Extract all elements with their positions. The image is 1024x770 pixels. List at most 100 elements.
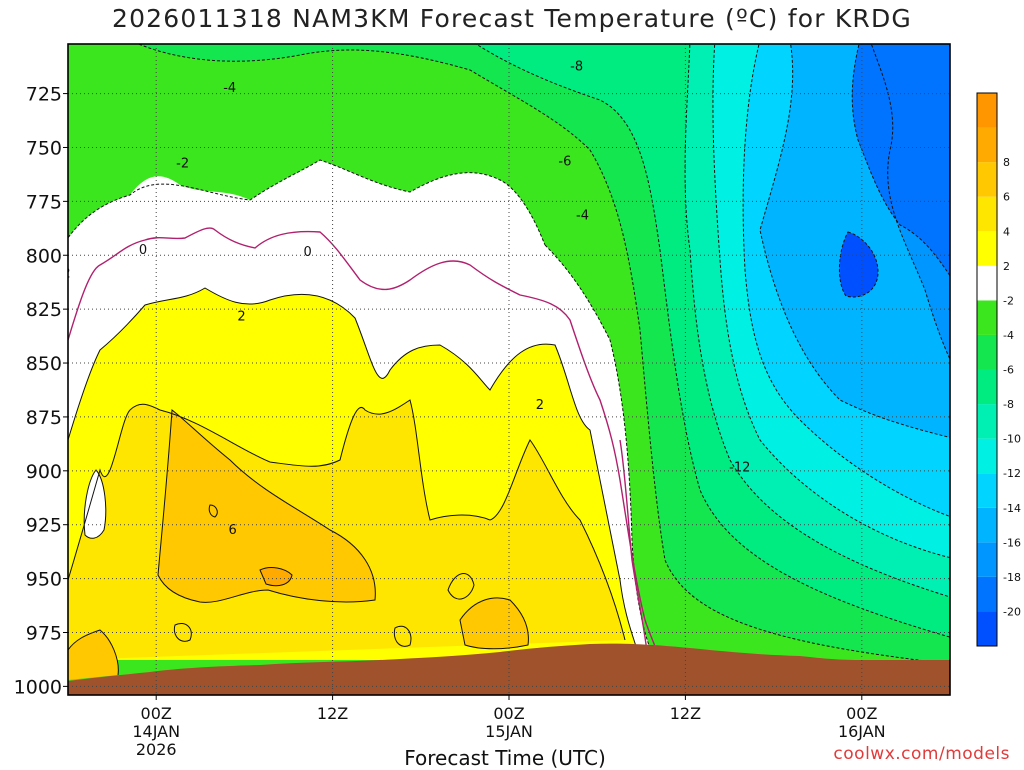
contour-line-plus-8 bbox=[259, 567, 293, 587]
y-axis: 725 750 775 800 825 850 875 900 925 950 975 1000 bbox=[14, 84, 68, 698]
grid bbox=[68, 44, 950, 695]
band-plus-6-pocket-3 bbox=[68, 630, 119, 680]
colorbar-label: -14 bbox=[1003, 502, 1021, 515]
contour-line-plus-6 bbox=[157, 409, 376, 603]
contour-line-minus-2 bbox=[544, 244, 656, 661]
band-plus-6-pocket-2 bbox=[460, 597, 529, 649]
colorbar-label: 4 bbox=[1003, 225, 1010, 238]
temperature-field: -8 -4 -2 -6 -4 0 0 2 2 2 6 -12 bbox=[62, 44, 950, 695]
contour-line-minus-20 bbox=[851, 44, 950, 277]
contour-label: -4 bbox=[576, 208, 589, 223]
band-minus-20-pocket bbox=[852, 44, 950, 276]
colorbar-swatch bbox=[977, 438, 997, 474]
colorbar-label: -10 bbox=[1003, 433, 1021, 446]
x-tick-label: 00Z bbox=[141, 704, 172, 723]
colorbar-swatch bbox=[977, 93, 997, 128]
white-pocket bbox=[84, 470, 106, 539]
colorbar: -20 -18 -16 -14 -12 -10 -8 -6 -4 -2 2 4 6 8 bbox=[976, 92, 1021, 647]
contour-labels: -8 -4 -2 -6 -4 0 0 2 2 2 6 -12 bbox=[62, 60, 750, 538]
contour-label: 6 bbox=[228, 523, 236, 538]
y-tick-label: 725 bbox=[26, 84, 62, 106]
contour-line-minus-4 bbox=[68, 159, 546, 246]
contour-label: -6 bbox=[558, 154, 571, 169]
chart-title: 2026011318 NAM3KM Forecast Temperature (… bbox=[111, 4, 913, 33]
colorbar-swatch bbox=[977, 369, 997, 405]
contour-line-minus-8 bbox=[475, 44, 950, 638]
x-tick-label: 12Z bbox=[317, 704, 348, 723]
band-plus-6 bbox=[158, 410, 376, 603]
colorbar-swatch bbox=[977, 404, 997, 439]
x-tick-date: 16JAN bbox=[838, 722, 886, 741]
y-tick-label: 800 bbox=[26, 245, 62, 267]
contour-label: 0 bbox=[139, 243, 147, 258]
negative-contours bbox=[68, 44, 950, 665]
credit-text: coolwx.com/models bbox=[833, 744, 1010, 764]
colorbar-swatch bbox=[977, 196, 997, 232]
contour-line-minus-10 bbox=[684, 44, 950, 598]
colorbar-swatch bbox=[977, 542, 997, 577]
contour-line-small-2 bbox=[393, 625, 412, 647]
x-tick-date: 14JAN bbox=[132, 722, 180, 741]
colorbar-swatch bbox=[977, 162, 997, 197]
y-tick-label: 750 bbox=[26, 137, 62, 159]
colorbar-swatch bbox=[977, 231, 997, 266]
contour-line-minus-14 bbox=[742, 44, 950, 517]
colorbar-label: -8 bbox=[1003, 398, 1014, 411]
positive-contours bbox=[68, 287, 641, 676]
contour-label: 0 bbox=[303, 245, 311, 260]
contour-line-minus-18 bbox=[870, 44, 950, 361]
contour-line-zero bbox=[68, 227, 661, 661]
y-tick-label: 975 bbox=[26, 622, 62, 644]
colorbar-swatch bbox=[977, 127, 997, 163]
contour-line-plus-6-b bbox=[459, 597, 529, 650]
colorbar-label: -16 bbox=[1003, 536, 1021, 549]
contour-line-plus-6-c bbox=[68, 629, 119, 676]
contour-line-small-4 bbox=[208, 504, 218, 518]
band-plus-8-pocket bbox=[260, 567, 292, 586]
colorbar-label: -20 bbox=[1003, 605, 1021, 618]
colorbar-swatch bbox=[977, 300, 997, 335]
y-tick-label: 850 bbox=[26, 353, 62, 375]
x-axis-label: Forecast Time (UTC) bbox=[404, 746, 606, 770]
colorbar-swatch bbox=[977, 265, 997, 301]
colorbar-label: -18 bbox=[1003, 571, 1021, 584]
colorbar-swatch bbox=[977, 334, 997, 370]
y-tick-label: 1000 bbox=[14, 676, 62, 698]
contour-line-plus-2 bbox=[68, 287, 641, 661]
contour-line-minus-12 bbox=[712, 44, 950, 559]
contour-label: 2 bbox=[237, 310, 245, 325]
contour-line-white-pocket bbox=[83, 469, 107, 539]
colorbar-label: 2 bbox=[1003, 260, 1010, 273]
colorbar-swatch bbox=[977, 507, 997, 543]
contour-line-minus-6 bbox=[137, 44, 950, 665]
contour-label: 2 bbox=[62, 266, 70, 281]
colorbar-label: -12 bbox=[1003, 467, 1021, 480]
y-tick-label: 925 bbox=[26, 515, 62, 537]
contour-label: -2 bbox=[176, 157, 189, 172]
y-tick-label: 825 bbox=[26, 299, 62, 321]
x-tick-label: 00Z bbox=[493, 704, 524, 723]
contour-label: -4 bbox=[223, 81, 236, 96]
contour-label: 2 bbox=[536, 398, 544, 413]
contour-label: -12 bbox=[729, 461, 750, 476]
contour-line-minus-22 bbox=[838, 231, 879, 298]
x-tick-date: 15JAN bbox=[485, 722, 533, 741]
y-tick-label: 950 bbox=[26, 569, 62, 591]
colorbar-frame bbox=[976, 92, 998, 647]
contour-line-plus-4 bbox=[68, 399, 626, 641]
contour-label: -8 bbox=[570, 60, 583, 75]
y-tick-label: 900 bbox=[26, 461, 62, 483]
contour-line-small-3 bbox=[447, 573, 475, 600]
x-tick-year: 2026 bbox=[136, 740, 177, 759]
contour-line-minus-16 bbox=[759, 44, 950, 439]
terrain bbox=[68, 643, 950, 695]
colorbar-label: -4 bbox=[1003, 329, 1014, 342]
colorbar-swatch bbox=[977, 576, 997, 612]
y-tick-label: 775 bbox=[26, 191, 62, 213]
colorbar-label: -6 bbox=[1003, 364, 1014, 377]
colorbar-swatch bbox=[977, 611, 997, 646]
colorbar-label: -2 bbox=[1003, 294, 1014, 307]
